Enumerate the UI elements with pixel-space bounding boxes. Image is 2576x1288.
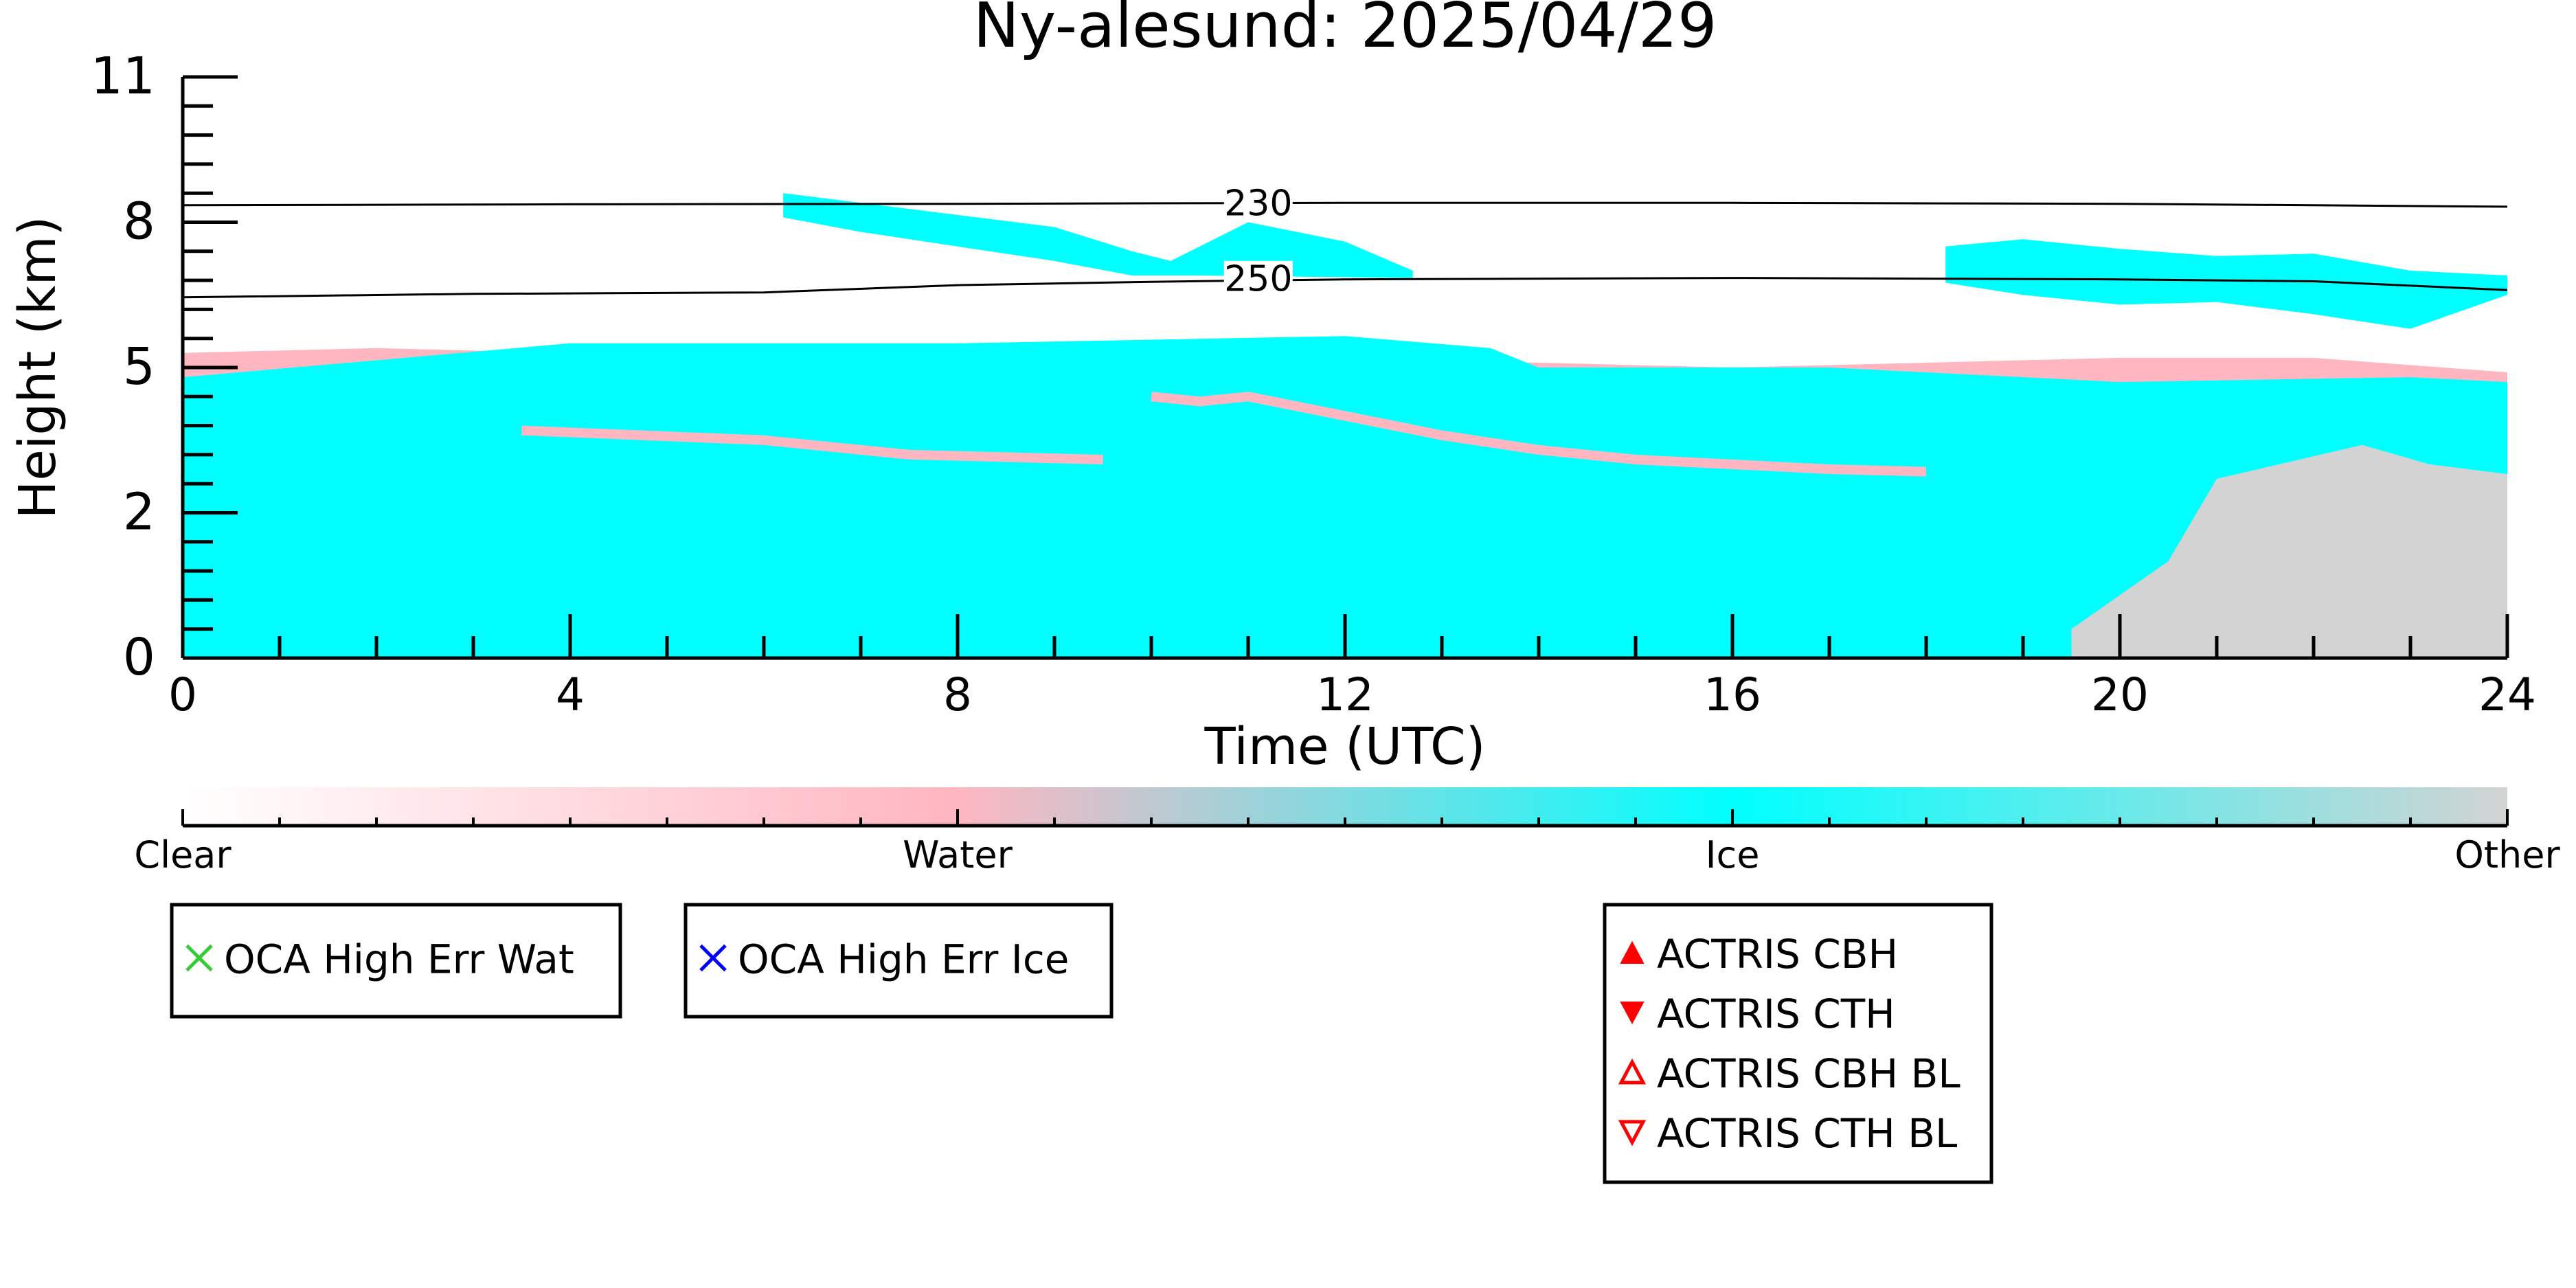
triangle-up-open-icon — [1618, 1058, 1647, 1085]
contour-label-bg-230 — [1223, 185, 1293, 221]
y-tick-label: 5 — [123, 337, 155, 396]
contour-label-bg-250 — [1223, 260, 1293, 297]
legend-entry-label: ACTRIS CTH BL — [1657, 1110, 1957, 1157]
contour-line-230 — [182, 201, 2508, 208]
legend-actris: ACTRIS CBH ACTRIS CTH ACTRIS CBH BL ACTRIS … — [1603, 903, 1993, 1184]
region-other-surface-right — [2071, 444, 2507, 658]
water-streak-0 — [521, 425, 1103, 464]
water-streak-1 — [1151, 392, 1927, 477]
colorbar-ticks — [181, 809, 2509, 826]
x-tick-label: 4 — [556, 668, 585, 721]
legends: OCA High Err Wat OCA High Err Ice ACTRIS C… — [170, 903, 1993, 1184]
colorbar-label-clear: Clear — [134, 833, 231, 877]
colorbar-label-ice: Ice — [1706, 833, 1760, 877]
legend-oca-ice: OCA High Err Ice — [683, 903, 1114, 1019]
y-tick-label: 11 — [91, 47, 155, 106]
region-ice-main — [183, 336, 2507, 658]
region-ice-upper-1 — [1945, 239, 2507, 329]
x-tick-label: 16 — [1704, 668, 1761, 721]
contour-label-230: 230 — [1224, 183, 1292, 224]
legend-frame — [170, 903, 622, 1019]
legend-oca-water: OCA High Err Wat — [170, 903, 622, 1019]
triangle-down-icon — [1620, 1002, 1645, 1025]
x-ticks: 0 4 8 12 16 20 24 — [168, 614, 2536, 721]
legend-entry-label: ACTRIS CTH — [1657, 991, 1895, 1037]
x-marker-icon — [185, 944, 213, 972]
x-axis-label: Time (UTC) — [1204, 717, 1485, 776]
colorbar: Clear Water Ice Other — [134, 787, 2560, 877]
x-tick-label: 8 — [943, 668, 972, 721]
triangle-down-open-icon — [1618, 1120, 1647, 1146]
chart-title: Ny-alesund: 2025/04/29 — [973, 0, 1717, 62]
contour-layer: 230 250 — [182, 183, 2508, 300]
legend-entry-label: ACTRIS CBH BL — [1657, 1050, 1961, 1097]
legend-entry-label: OCA High Err Wat — [224, 936, 574, 983]
plot-data-layer — [183, 193, 2507, 658]
legend-entry-label: OCA High Err Ice — [738, 936, 1069, 983]
x-tick-label: 24 — [2478, 668, 2536, 721]
triangle-up-icon — [1620, 940, 1645, 964]
legend-entry-label: ACTRIS CBH — [1657, 931, 1898, 978]
y-tick-label: 0 — [123, 628, 155, 687]
x-marker-icon — [699, 944, 727, 972]
y-axis-label: Height (km) — [8, 216, 67, 519]
colorbar-labels: Clear Water Ice Other — [134, 833, 2560, 877]
y-tick-label: 2 — [123, 483, 155, 542]
colorbar-label-other: Other — [2454, 833, 2560, 877]
legend-frame — [1603, 903, 1993, 1184]
colorbar-label-water: Water — [903, 833, 1013, 877]
x-tick-label: 20 — [2091, 668, 2149, 721]
y-tick-label: 8 — [123, 192, 155, 251]
contour-label-250: 250 — [1224, 259, 1292, 300]
y-ticks: 0 2 5 8 11 — [91, 47, 238, 687]
region-ice-upper-0 — [783, 193, 1413, 278]
x-tick-label: 0 — [168, 668, 197, 721]
x-tick-label: 12 — [1316, 668, 1374, 721]
legend-frame — [683, 903, 1114, 1019]
